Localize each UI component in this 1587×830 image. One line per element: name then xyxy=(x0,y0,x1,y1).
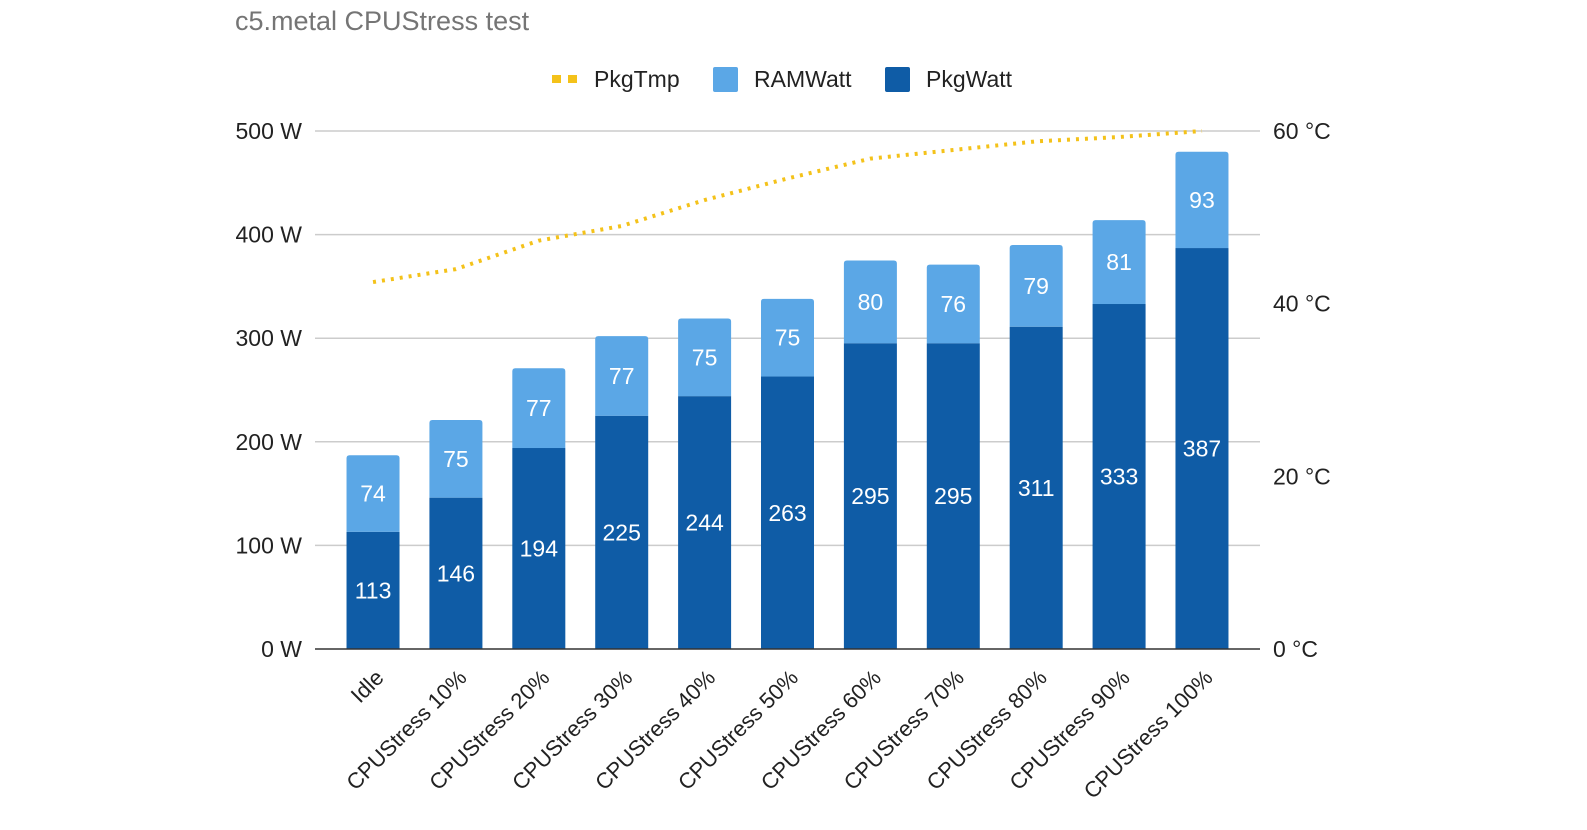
bar-pkgwatt xyxy=(1092,304,1146,649)
y-right-tick-label: 0 °C xyxy=(1273,636,1318,662)
y-left-tick-label: 200 W xyxy=(236,429,303,455)
bar-pkgwatt xyxy=(926,343,980,649)
bar-ramwatt xyxy=(512,368,566,449)
bar-ramwatt xyxy=(429,420,483,498)
data-label-ramwatt: 93 xyxy=(1189,187,1215,213)
data-label-pkgwatt: 113 xyxy=(355,577,392,603)
data-label-ramwatt: 77 xyxy=(609,363,635,389)
legend-swatch-pkgtmp xyxy=(568,75,577,83)
data-label-ramwatt: 75 xyxy=(443,446,469,472)
bar-pkgwatt xyxy=(1175,248,1229,649)
legend-label-ramwatt: RAMWatt xyxy=(754,66,852,92)
legend-swatch-pkgwatt xyxy=(885,67,910,92)
chart-title: c5.metal CPUStress test xyxy=(235,6,530,36)
bar-ramwatt xyxy=(1175,151,1229,249)
legend-label-pkgtmp: PkgTmp xyxy=(594,66,680,92)
y-right-tick-label: 60 °C xyxy=(1273,118,1331,144)
data-label-ramwatt: 75 xyxy=(775,325,801,351)
data-label-pkgwatt: 333 xyxy=(1100,464,1138,490)
bar-ramwatt xyxy=(595,336,649,416)
data-label-pkgwatt: 311 xyxy=(1018,475,1055,501)
data-label-ramwatt: 77 xyxy=(526,395,552,421)
bar-ramwatt xyxy=(761,298,814,377)
data-label-ramwatt: 79 xyxy=(1023,273,1049,299)
bar-ramwatt xyxy=(1009,244,1063,327)
data-label-ramwatt: 81 xyxy=(1106,249,1132,275)
legend-swatch-pkgtmp xyxy=(552,75,561,83)
data-label-pkgwatt: 263 xyxy=(768,500,806,526)
data-label-pkgwatt: 295 xyxy=(851,483,889,509)
bar-pkgwatt xyxy=(761,376,814,649)
y-right-tick-label: 40 °C xyxy=(1273,291,1331,317)
data-label-ramwatt: 74 xyxy=(360,481,386,507)
bar-pkgwatt xyxy=(843,343,897,649)
bar-pkgwatt xyxy=(678,396,732,649)
data-label-ramwatt: 76 xyxy=(940,291,966,317)
line-pkgtmp xyxy=(372,129,1203,285)
bar-pkgwatt xyxy=(595,415,649,649)
bar-pkgwatt xyxy=(429,497,483,649)
data-label-ramwatt: 80 xyxy=(858,289,884,315)
y-left-tick-label: 400 W xyxy=(236,222,303,248)
bar-ramwatt xyxy=(843,260,897,344)
data-label-pkgwatt: 225 xyxy=(603,519,641,545)
bar-ramwatt xyxy=(678,318,732,397)
legend-label-pkgwatt: PkgWatt xyxy=(926,66,1013,92)
y-right-tick-label: 20 °C xyxy=(1273,463,1331,489)
bar-pkgwatt xyxy=(512,448,566,649)
bar-ramwatt xyxy=(346,455,400,532)
bar-pkgwatt xyxy=(1009,326,1063,649)
data-label-pkgwatt: 194 xyxy=(520,536,559,562)
bar-ramwatt xyxy=(926,264,980,344)
data-label-pkgwatt: 146 xyxy=(437,560,475,586)
y-left-tick-label: 0 W xyxy=(261,636,302,662)
data-label-pkgwatt: 244 xyxy=(685,510,724,536)
y-left-tick-label: 100 W xyxy=(236,532,303,558)
legend-swatch-ramwatt xyxy=(713,67,738,92)
y-left-tick-label: 300 W xyxy=(236,325,303,351)
x-tick-label: Idle xyxy=(346,665,389,708)
data-label-ramwatt: 75 xyxy=(692,344,718,370)
data-label-pkgwatt: 387 xyxy=(1183,436,1221,462)
y-left-tick-label: 500 W xyxy=(236,118,303,144)
bar-pkgwatt xyxy=(346,531,400,649)
data-label-pkgwatt: 295 xyxy=(934,483,972,509)
bar-ramwatt xyxy=(1092,220,1146,305)
